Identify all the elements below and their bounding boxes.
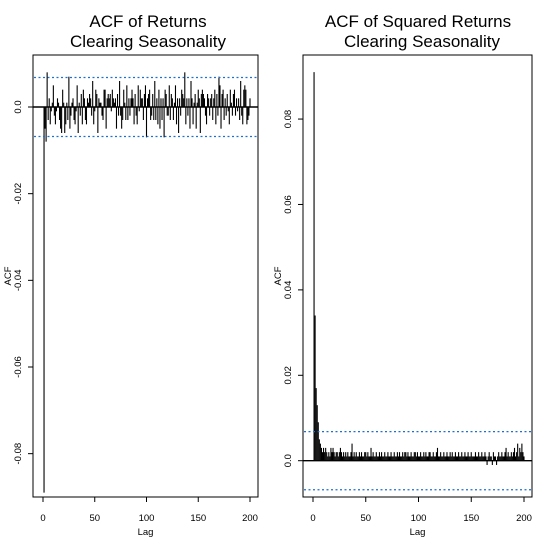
right-x-tick-label: 200 <box>516 513 532 524</box>
right-x-tick-label: 0 <box>310 513 315 524</box>
left-title-line-1: ACF of Returns <box>89 12 206 31</box>
left-y-tick-label: -0.02 <box>13 183 24 205</box>
left-acf-panel: ACF of Returns Clearing Seasonality 0 50 1… <box>3 12 259 538</box>
right-y-tick-label: 0.04 <box>283 281 294 300</box>
right-y-tick-label: 0.06 <box>283 195 294 214</box>
left-x-tick-label: 100 <box>139 513 155 524</box>
left-x-tick-label: 150 <box>190 513 206 524</box>
left-y-tick-label: -0.06 <box>13 356 24 378</box>
right-x-axis-label: Lag <box>410 527 426 538</box>
left-acf-bars <box>43 72 251 493</box>
left-y-tick-label: 0.0 <box>13 100 24 113</box>
left-x-ticks: 0 50 100 150 200 <box>40 497 258 524</box>
right-title-line-2: Clearing Seasonality <box>344 32 500 51</box>
left-y-ticks: -0.08 -0.06 -0.04 -0.02 0.0 <box>13 100 33 464</box>
left-y-axis-label: ACF <box>3 266 14 285</box>
left-x-tick-label: 50 <box>89 513 100 524</box>
left-x-axis-label: Lag <box>138 527 154 538</box>
left-x-tick-label: 200 <box>242 513 258 524</box>
right-y-tick-label: 0.08 <box>283 110 294 129</box>
right-plot-frame <box>302 54 533 498</box>
right-x-tick-label: 50 <box>360 513 371 524</box>
left-plot-frame <box>32 54 259 498</box>
right-title-line-1: ACF of Squared Returns <box>325 12 511 31</box>
right-acf-bars <box>313 72 525 465</box>
left-x-tick-label: 0 <box>40 513 45 524</box>
right-confidence-bands <box>304 431 531 491</box>
right-y-tick-label: 0.0 <box>283 454 294 467</box>
right-x-ticks: 0 50 100 150 200 <box>310 497 532 524</box>
left-y-tick-label: -0.08 <box>13 443 24 465</box>
right-acf-panel: ACF of Squared Returns Clearing Seasonal… <box>273 12 533 538</box>
right-y-axis-label: ACF <box>273 266 284 285</box>
right-x-tick-label: 100 <box>411 513 427 524</box>
left-y-tick-label: -0.04 <box>13 270 24 292</box>
right-x-tick-label: 150 <box>463 513 479 524</box>
right-y-ticks: 0.0 0.02 0.04 0.06 0.08 <box>283 110 303 467</box>
left-title-line-2: Clearing Seasonality <box>70 32 226 51</box>
left-confidence-bands <box>34 76 257 138</box>
right-y-tick-label: 0.02 <box>283 366 294 385</box>
